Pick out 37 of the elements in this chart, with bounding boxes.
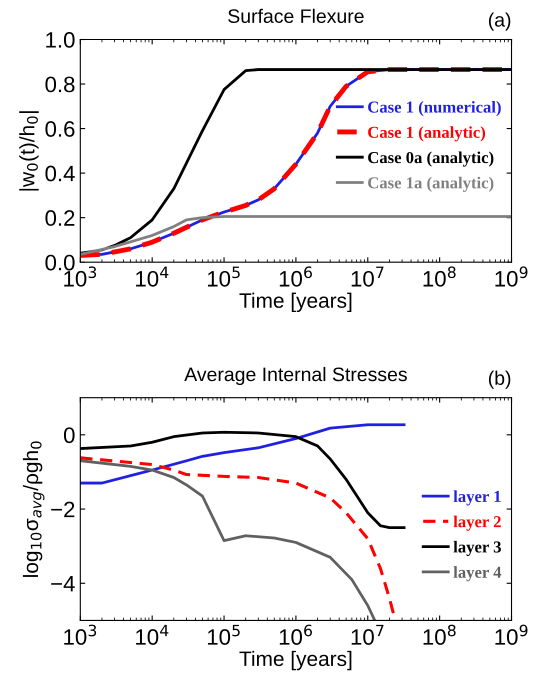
- y-tick-label: 0.8: [45, 76, 74, 92]
- y-tick-label: 0.6: [45, 121, 74, 137]
- x-tick-label: 10$^{5}$: [208, 624, 240, 645]
- legend-label: Case 1a (analytic): [368, 176, 494, 192]
- x-tick-label: 10$^{6}$: [280, 266, 312, 287]
- x-tick-label: 10$^{7}$: [352, 266, 384, 287]
- y-tick-label: −4: [51, 576, 75, 592]
- y-tick-label: 0: [64, 427, 75, 444]
- y-tick-label: 1.0: [46, 32, 75, 48]
- x-axis-title: Time [years]: [239, 292, 352, 312]
- x-tick-label: 10$^{9}$: [495, 266, 528, 287]
- legend-label: layer 3: [454, 540, 501, 556]
- y-tick-label: −2: [51, 502, 74, 518]
- x-tick-label: 10$^{8}$: [424, 266, 456, 287]
- x-tick-label: 10$^{9}$: [495, 624, 528, 645]
- legend-label: layer 4: [454, 566, 502, 582]
- y-axis-title: |w$_{0}$(t)/h$_{0}$|: [19, 111, 39, 191]
- x-tick-label: 10$^{4}$: [136, 266, 168, 287]
- x-axis-title: Time [years]: [239, 650, 352, 670]
- x-tick-label: 10$^{6}$: [280, 624, 312, 645]
- legend-label: layer 2: [454, 516, 501, 531]
- legend-label: Case 1 (analytic): [368, 126, 486, 142]
- x-tick-label: 10$^{3}$: [64, 624, 96, 645]
- y-tick-label: 0.2: [45, 210, 74, 226]
- x-tick-label: 10$^{8}$: [424, 624, 456, 645]
- y-axis-title: log$_{10}$σ$_{avg}$/ρgh$_{0}$: [22, 441, 44, 577]
- chart-title: Surface Flexure: [228, 8, 364, 24]
- text: (b): [488, 370, 510, 389]
- legend-label: Case 1 (numerical): [368, 100, 501, 116]
- x-tick-label: 10$^{7}$: [352, 624, 384, 645]
- x-tick-label: 10$^{4}$: [136, 624, 168, 645]
- chart-title: Average Internal Stresses: [184, 366, 407, 386]
- legend-label: Case 0a (analytic): [368, 151, 494, 167]
- text: (a): [488, 12, 510, 31]
- legend-label: layer 1: [454, 490, 501, 506]
- y-tick-label: 0.4: [45, 166, 75, 182]
- x-tick-label: 10$^{5}$: [208, 266, 240, 287]
